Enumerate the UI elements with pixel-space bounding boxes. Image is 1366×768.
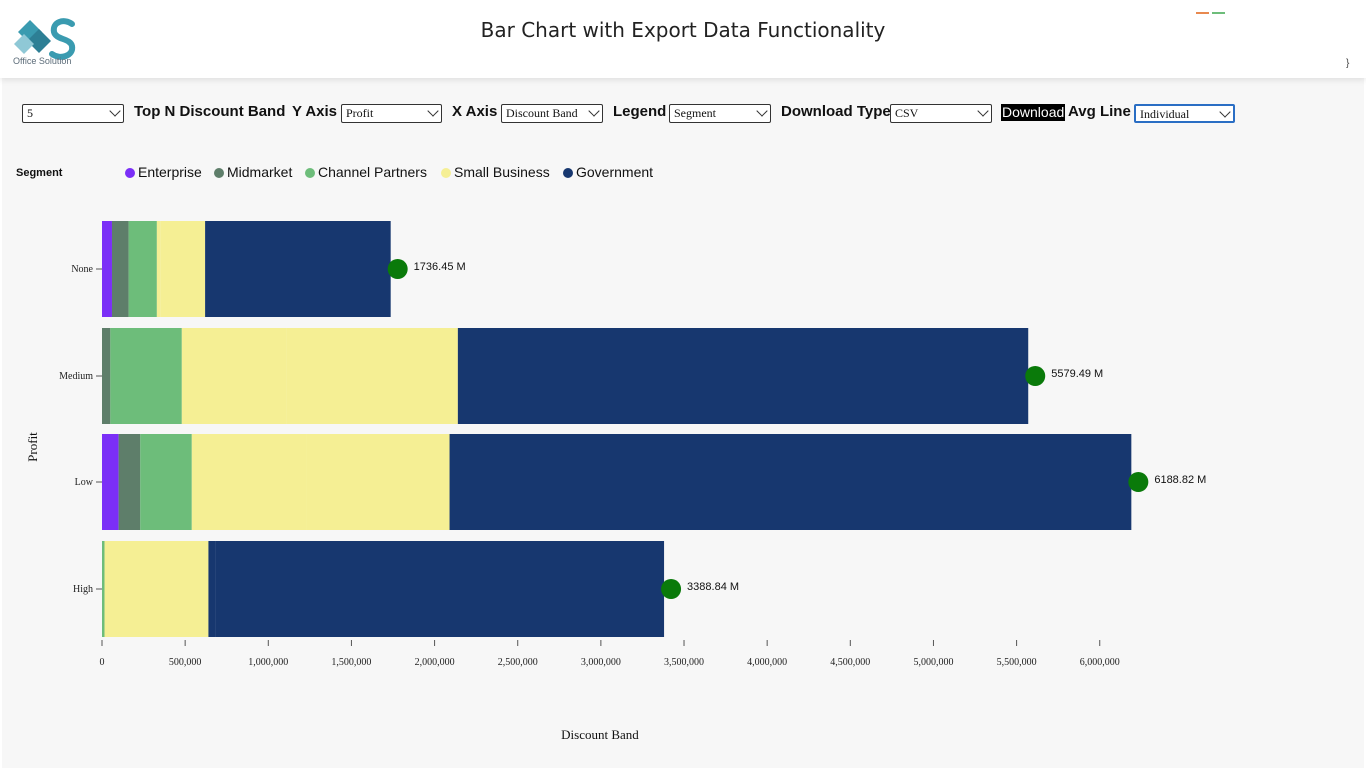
legend-swatch xyxy=(125,168,135,178)
chevron-down-icon xyxy=(977,105,989,117)
bar-segment-low-government[interactable] xyxy=(449,434,1132,530)
legend-select-value: Segment xyxy=(674,106,716,120)
legend-label: Small Business xyxy=(454,164,550,180)
legend-swatch xyxy=(305,168,315,178)
legend-swatch xyxy=(441,168,451,178)
avg-value-label: 5579.49 M xyxy=(1051,368,1103,380)
stacked-bar-chart: None 1736.45 M Medium 5579.49 M Low 6188.82 M… xyxy=(25,221,1206,742)
bar-segment-medium-small-business[interactable] xyxy=(286,328,458,424)
x-tick-label: 2,000,000 xyxy=(415,657,455,668)
x-axis-select-value: Discount Band xyxy=(506,106,578,120)
x-axis-title: Discount Band xyxy=(561,727,639,742)
x-tick-label: 1,000,000 xyxy=(248,657,288,668)
bar-segment-high-channel-partners[interactable] xyxy=(102,541,105,637)
bar-segment-low-small-business[interactable] xyxy=(191,434,307,530)
avg-value-label: 3388.84 M xyxy=(687,581,739,593)
page-title: Bar Chart with Export Data Functionality xyxy=(480,18,886,42)
legend-item-small-business[interactable]: Small Business xyxy=(441,164,550,180)
bar-segment-medium-government[interactable] xyxy=(457,328,1029,424)
legend-field-label: Legend xyxy=(613,103,667,120)
legend-item-government[interactable]: Government xyxy=(563,164,653,180)
x-tick-label: 4,000,000 xyxy=(747,657,787,668)
avg-marker[interactable] xyxy=(661,579,682,599)
avg-line-label: Avg Line xyxy=(1068,103,1131,120)
x-tick-label: 3,000,000 xyxy=(581,657,621,668)
top-n-select[interactable]: 5 xyxy=(22,104,124,123)
y-axis-title: Profit xyxy=(25,432,40,462)
y-tick-label: High xyxy=(73,584,93,595)
y-axis-select[interactable]: Profit xyxy=(341,104,442,123)
y-axis-select-value: Profit xyxy=(346,106,374,120)
bar-segment-none-enterprise[interactable] xyxy=(102,221,112,317)
y-tick-label: None xyxy=(71,264,93,275)
bar-segment-high-small-business[interactable] xyxy=(104,541,209,637)
bar-segment-none-channel-partners[interactable] xyxy=(128,221,157,317)
bar-segment-low-small-business[interactable] xyxy=(306,434,450,530)
bar-segment-low-midmarket[interactable] xyxy=(118,434,141,530)
x-axis-label: X Axis xyxy=(452,103,498,120)
x-tick-label: 0 xyxy=(100,657,105,668)
x-tick-label: 1,500,000 xyxy=(331,657,371,668)
legend-title: Segment xyxy=(16,167,63,179)
logo-caption: Office Solution xyxy=(13,56,72,66)
download-type-select[interactable]: CSV xyxy=(890,104,992,123)
avg-marker[interactable] xyxy=(387,259,408,279)
avg-marker[interactable] xyxy=(1025,366,1046,386)
legend-swatch xyxy=(563,168,573,178)
bar-segment-none-midmarket[interactable] xyxy=(111,221,129,317)
x-tick-label: 500,000 xyxy=(169,657,202,668)
download-button[interactable]: Download xyxy=(1001,104,1066,121)
download-type-select-value: CSV xyxy=(895,106,919,120)
bar-segment-low-channel-partners[interactable] xyxy=(140,434,192,530)
download-type-label: Download Type xyxy=(781,103,891,120)
y-tick-label: Low xyxy=(75,477,94,488)
green-dash-mark xyxy=(1212,12,1225,14)
x-tick-label: 2,500,000 xyxy=(498,657,538,668)
chevron-down-icon xyxy=(756,105,768,117)
x-tick-label: 6,000,000 xyxy=(1080,657,1120,668)
x-axis-select[interactable]: Discount Band xyxy=(501,104,603,123)
x-tick-label: 5,500,000 xyxy=(997,657,1037,668)
bar-segment-low-enterprise[interactable] xyxy=(102,434,119,530)
legend-select[interactable]: Segment xyxy=(669,104,771,123)
bar-segment-medium-midmarket[interactable] xyxy=(102,328,111,424)
app-header: Office Solution Bar Chart with Export Da… xyxy=(0,0,1366,78)
legend-label: Government xyxy=(576,164,654,180)
corner-glyph: } xyxy=(1346,58,1350,69)
legend-label: Channel Partners xyxy=(318,164,427,180)
chevron-down-icon xyxy=(588,105,600,117)
bar-segment-medium-small-business[interactable] xyxy=(181,328,287,424)
legend-item-enterprise[interactable]: Enterprise xyxy=(125,164,202,180)
chevron-down-icon xyxy=(1219,106,1231,118)
x-tick-label: 3,500,000 xyxy=(664,657,704,668)
bar-segment-none-small-business[interactable] xyxy=(160,221,206,317)
chevron-down-icon xyxy=(109,105,121,117)
top-n-select-value: 5 xyxy=(27,106,33,120)
top-n-label: Top N Discount Band xyxy=(134,103,286,120)
legend-item-midmarket[interactable]: Midmarket xyxy=(214,164,292,180)
avg-value-label: 1736.45 M xyxy=(414,261,466,273)
avg-marker[interactable] xyxy=(1128,472,1149,492)
y-tick-label: Medium xyxy=(59,371,93,382)
chevron-down-icon xyxy=(427,105,439,117)
avg-value-label: 6188.82 M xyxy=(1154,474,1206,486)
bar-segment-none-government[interactable] xyxy=(205,221,391,317)
bar-segment-none-small-business[interactable] xyxy=(156,221,161,317)
bar-segment-high-government[interactable] xyxy=(208,541,216,637)
avg-line-select[interactable]: Individual xyxy=(1134,104,1235,123)
legend-swatch xyxy=(214,168,224,178)
bar-segment-medium-channel-partners[interactable] xyxy=(110,328,182,424)
avg-line-select-value: Individual xyxy=(1140,107,1190,121)
legend-label: Midmarket xyxy=(227,164,293,180)
x-tick-label: 4,500,000 xyxy=(830,657,870,668)
orange-dash-mark xyxy=(1196,12,1209,14)
legend-label: Enterprise xyxy=(138,164,202,180)
x-tick-label: 5,000,000 xyxy=(913,657,953,668)
legend-item-channel-partners[interactable]: Channel Partners xyxy=(305,164,427,180)
y-axis-label: Y Axis xyxy=(292,103,338,120)
bar-segment-high-government[interactable] xyxy=(215,541,665,637)
office-solution-logo xyxy=(14,18,76,60)
